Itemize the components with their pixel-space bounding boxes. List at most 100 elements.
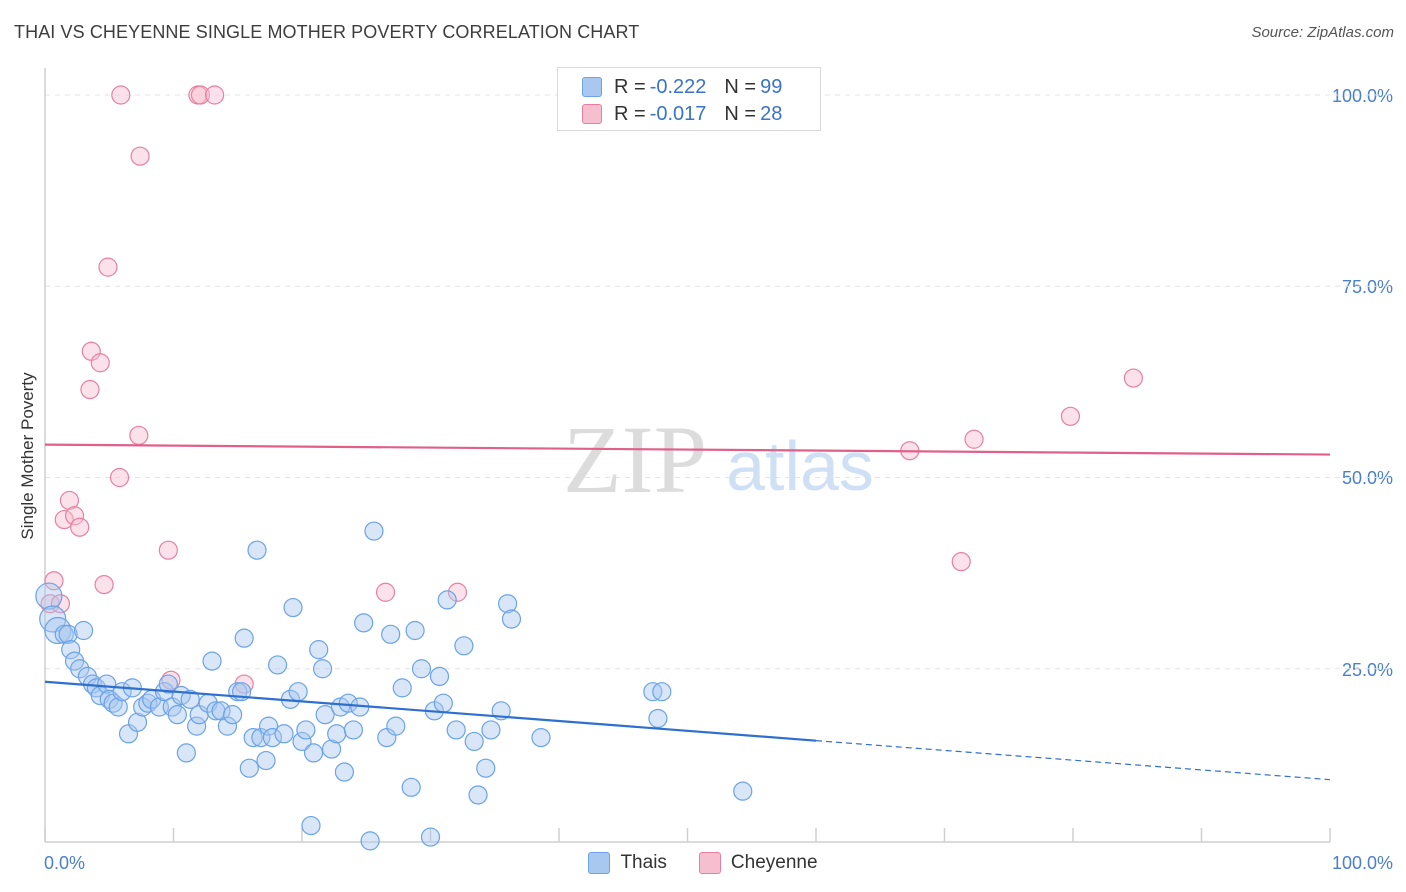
- thais-point: [247, 540, 267, 560]
- cheyenne-point: [90, 353, 110, 373]
- cheyenne-point: [129, 425, 149, 446]
- legend-row-cheyenne: R = -0.017 N = 28: [582, 102, 782, 126]
- cheyenne-point: [205, 85, 225, 105]
- thais-point: [386, 716, 406, 736]
- r-value: -0.222: [649, 75, 707, 98]
- thais-point: [420, 827, 441, 847]
- thais-point: [501, 609, 522, 629]
- cheyenne-point: [1060, 406, 1081, 426]
- thais-point: [167, 705, 187, 725]
- thais-point: [401, 777, 421, 797]
- thais-point: [202, 651, 222, 671]
- x-tick-label: 0.0%: [44, 853, 86, 873]
- thais-point: [158, 674, 178, 694]
- thais-point: [309, 640, 329, 660]
- trend-lines: [44, 443, 1331, 781]
- thais-point: [433, 693, 453, 713]
- r-label: R =: [614, 75, 646, 98]
- cheyenne-point: [98, 257, 118, 277]
- thais-point: [381, 624, 401, 644]
- thais-point: [343, 720, 363, 740]
- n-value: 99: [760, 75, 783, 98]
- legend-item-thais[interactable]: Thais: [588, 852, 667, 874]
- thais-trend-extension: [815, 740, 1331, 781]
- cheyenne-point: [951, 552, 971, 572]
- thais-point: [258, 716, 279, 736]
- thais-point: [97, 674, 117, 694]
- thais-point: [262, 727, 283, 748]
- cheyenne-point: [54, 509, 74, 530]
- x-tick-label: 100.0%: [1331, 853, 1393, 873]
- cheyenne-point: [109, 467, 130, 488]
- thais-point: [138, 693, 158, 713]
- cheyenne-point: [234, 674, 254, 694]
- cheyenne-point: [80, 379, 100, 400]
- cheyenne-swatch: [698, 852, 721, 874]
- thais-point: [437, 590, 457, 610]
- axes: [44, 68, 1331, 843]
- gridlines: [45, 94, 1395, 670]
- thais-point: [70, 659, 90, 679]
- n-value: 28: [760, 102, 783, 125]
- thais-point: [446, 720, 466, 740]
- thais-point: [127, 712, 148, 732]
- thais-point: [464, 731, 484, 752]
- thais-point: [108, 697, 128, 717]
- legend-label: Thais: [620, 852, 667, 873]
- thais-point: [61, 640, 81, 660]
- chart-title: THAI VS CHEYENNE SINGLE MOTHER POVERTY C…: [14, 22, 640, 42]
- correlation-legend: R = -0.222 N = 99 R = -0.017 N = 28: [557, 67, 821, 131]
- legend-item-cheyenne[interactable]: Cheyenne: [698, 852, 818, 874]
- y-tick-label: 25.0%: [1341, 660, 1393, 680]
- source-credit: Source: ZipAtlas.com: [1251, 24, 1394, 41]
- thais-point: [292, 731, 312, 752]
- thais-point: [303, 743, 324, 763]
- thais-point: [364, 521, 384, 541]
- r-label: R =: [614, 102, 646, 125]
- legend-row-thais: R = -0.222 N = 99: [582, 75, 782, 99]
- thais-point: [405, 620, 425, 641]
- thais-point: [321, 739, 342, 759]
- cheyenne-point: [375, 582, 396, 602]
- thais-point: [652, 682, 672, 702]
- thais-point: [733, 781, 753, 801]
- thais-point: [267, 655, 288, 675]
- thais-point: [392, 678, 412, 698]
- r-value: -0.017: [649, 102, 707, 125]
- thais-point: [176, 743, 196, 763]
- cheyenne-point: [64, 506, 85, 526]
- thais-point: [648, 708, 668, 729]
- cheyenne-trend-line: [44, 443, 1331, 456]
- thais-point: [283, 597, 303, 618]
- thais-swatch: [588, 852, 611, 874]
- thais-point: [354, 613, 374, 633]
- cheyenne-point: [190, 85, 211, 105]
- cheyenne-point: [111, 85, 131, 105]
- watermark-atlas: atlas: [726, 427, 874, 505]
- cheyenne-points: [40, 85, 1143, 694]
- thais-point: [239, 758, 259, 778]
- thais-point: [327, 724, 347, 744]
- thais-point: [531, 727, 551, 748]
- n-label: N =: [724, 75, 757, 98]
- cheyenne-point: [59, 490, 80, 511]
- thais-point: [498, 594, 518, 614]
- thais-point: [58, 624, 78, 644]
- thais-point: [243, 727, 263, 748]
- thais-point: [274, 724, 294, 744]
- thais-point: [301, 815, 321, 836]
- thais-point: [234, 628, 254, 648]
- thais-point: [429, 666, 450, 687]
- thais-point: [468, 785, 488, 805]
- legend-label: Cheyenne: [730, 852, 818, 873]
- thais-point: [334, 762, 355, 782]
- thais-point: [44, 616, 72, 645]
- cheyenne-point: [70, 517, 90, 537]
- thais-point: [360, 831, 380, 851]
- y-tick-label: 75.0%: [1341, 277, 1393, 297]
- cheyenne-swatch: [582, 104, 602, 124]
- thais-point: [296, 720, 316, 740]
- watermark: ZIP atlas: [563, 406, 874, 513]
- cheyenne-point: [94, 574, 114, 595]
